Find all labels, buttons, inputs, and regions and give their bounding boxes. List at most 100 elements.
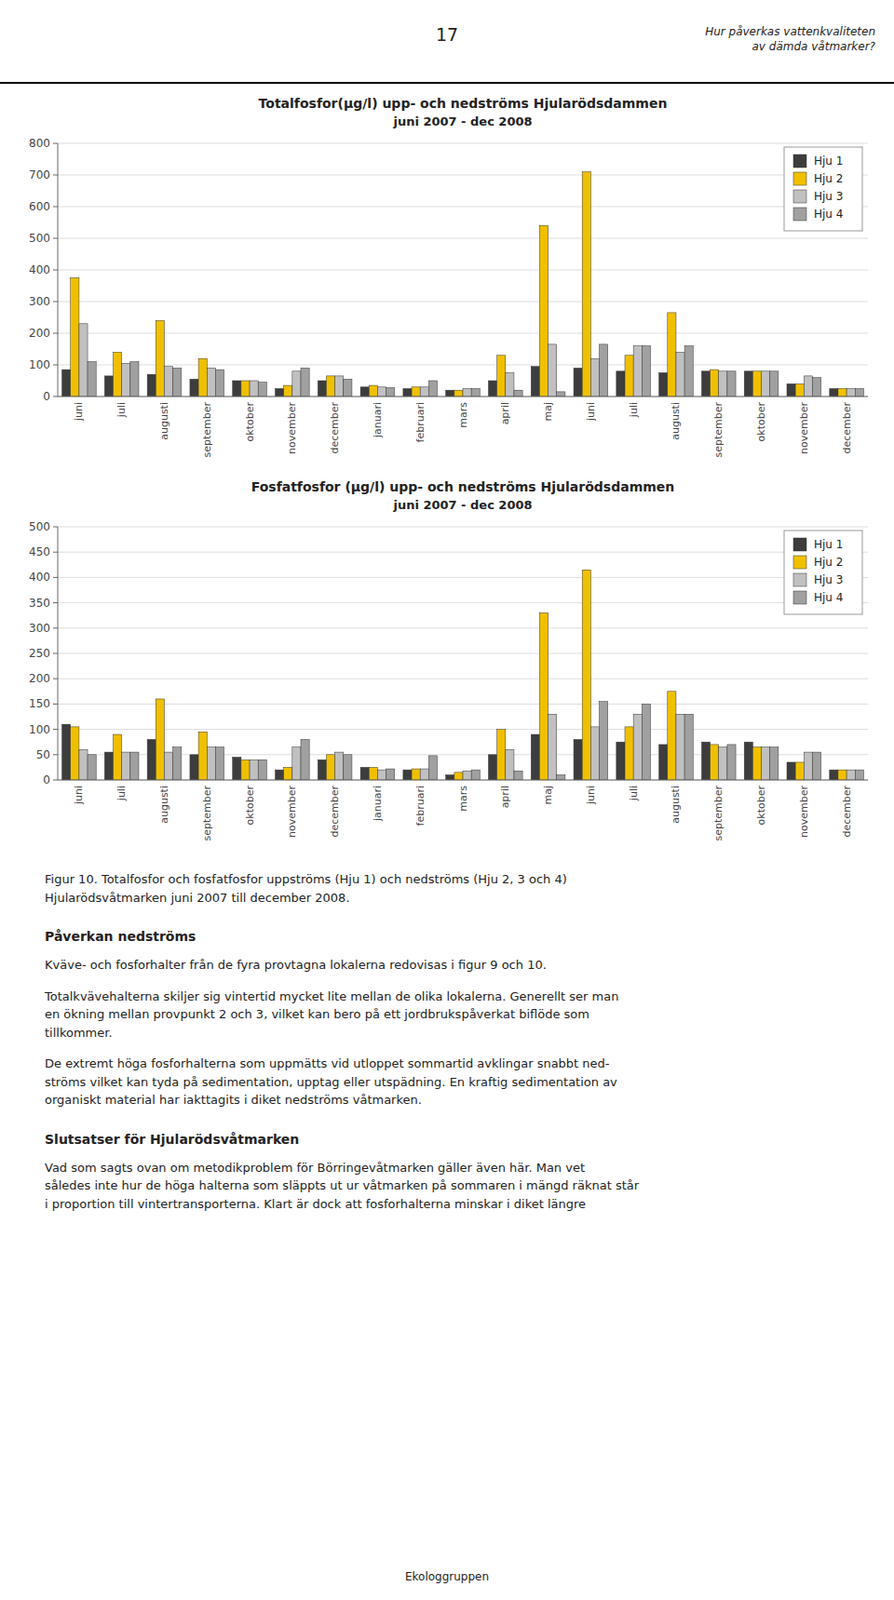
tick-mark [53,175,58,177]
bar [548,344,557,397]
tick-label: 800 [28,136,51,150]
category-label: januari [371,785,384,823]
legend-swatch [793,154,807,168]
legend-label: Hju 1 [813,538,843,552]
bar [676,714,685,781]
bar [514,390,523,397]
category-label: november [285,402,298,455]
bar [189,379,199,397]
category-label: juni [584,402,597,422]
bar [710,745,719,781]
bar [854,770,864,781]
tick-mark [53,653,58,655]
bar [113,352,122,397]
tick-mark [53,552,58,554]
bar [275,389,285,398]
bar [257,382,267,397]
grid-line [57,627,868,629]
bar [599,344,609,397]
category-label: februari [414,402,427,443]
bar [854,389,864,398]
legend-swatch [793,172,807,186]
tick-mark [53,301,58,303]
bar [368,385,378,397]
bar [812,378,821,397]
bar [62,369,71,397]
category-label: oktober [243,402,257,443]
bar-chart: Totalfosfor(μg/l) upp- och nedströms Hju… [0,89,894,474]
section-heading: Slutsatser för Hjularödsvåtmarken [44,1130,850,1151]
bar [505,749,515,781]
bar [487,755,497,781]
bar [462,771,472,781]
tick-mark [53,627,58,629]
bar [803,752,813,781]
bar [163,366,173,397]
bar [360,767,369,781]
header: 17 Hur påverkas vattenkvaliteten av dämd… [0,0,894,84]
bar [530,366,540,397]
bar [215,747,224,781]
tick-label: 300 [28,622,51,636]
grid-line [57,704,868,705]
bar [454,772,463,781]
tick-mark [53,780,58,782]
chart-subtitle: juni 2007 - dec 2008 [392,114,532,129]
tick-mark [53,754,58,756]
bar [403,770,412,781]
category-label: augusti [669,402,682,441]
y-axis: 0100200300400500600700800 [28,136,868,404]
grid-line [57,175,868,177]
category-label: november [798,785,811,839]
legend-label: Hju 2 [813,172,843,186]
grid-line [57,653,868,655]
bar [79,324,88,397]
bars [62,172,865,397]
bar [667,691,677,781]
bar [573,739,583,781]
grid-line [57,143,868,145]
bar [659,745,668,781]
bar [770,371,779,397]
bar [616,742,625,781]
bar [249,380,258,397]
bar [582,569,591,781]
tick-label: 200 [28,326,51,340]
bar [173,747,182,781]
tick-label: 350 [28,596,51,610]
bar [838,389,847,398]
bar [215,369,224,397]
category-label: juni [72,402,85,422]
category-label: oktober [755,785,768,827]
bar [343,379,353,397]
bar [325,376,335,397]
bar [684,714,693,781]
bar [497,355,506,397]
bar [795,762,804,781]
category-label: januari [371,402,384,439]
bar [257,759,267,781]
bar [173,367,182,397]
x-axis-line [57,780,868,782]
bar [121,752,131,781]
tick-label: 500 [28,520,51,534]
bar [232,758,242,781]
category-label: maj [541,402,555,422]
bar [386,387,395,397]
bar [360,387,369,397]
category-label: juli [115,402,128,419]
bar [761,371,771,397]
tick-mark [53,577,58,579]
category-label: april [499,785,512,809]
bar [87,755,96,781]
bar [487,380,497,397]
bar [838,770,847,781]
tick-mark [53,678,58,680]
y-axis: 050100150200250300350400450500 [28,520,868,787]
bar [317,759,326,781]
tick-mark [53,704,58,705]
legend: Hju 1Hju 2Hju 3Hju 4 [784,530,863,615]
tick-mark [53,238,58,240]
grid-line [57,678,868,680]
bar [446,390,455,397]
